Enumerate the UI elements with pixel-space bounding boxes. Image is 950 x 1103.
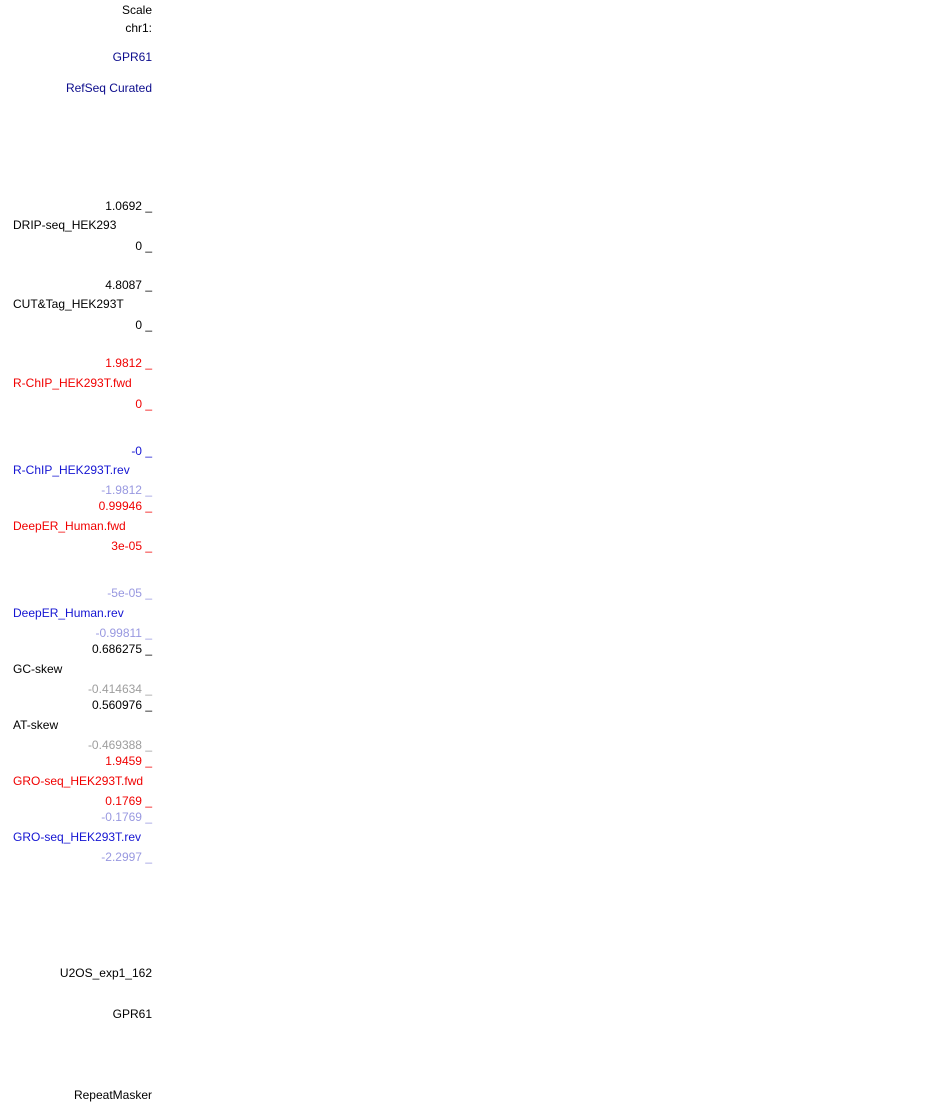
at-skew-max-value: 0.560976 _ [91,698,152,712]
gro-seq-fwd-max-value: 1.9459 _ [105,754,152,768]
gro-seq-fwd-min-value: 0.1769 _ [105,794,152,808]
track-name-at-skew[interactable]: AT-skew [13,718,59,732]
deeper-fwd-max-value: 0.99946 _ [98,499,152,513]
track-name-drip-seq[interactable]: DRIP-seq_HEK293 [13,218,117,232]
deeper-fwd-min-value: 3e-05 _ [111,539,152,553]
r-chip-fwd-min-value: 0 _ [135,397,152,411]
track-name-gro-seq-fwd[interactable]: GRO-seq_HEK293T.fwd [13,774,144,788]
refseq-curated-track-label[interactable]: RefSeq Curated [65,81,152,95]
repeatmasker-track-label[interactable]: RepeatMasker [73,1088,152,1102]
gene-label-gpr61-bottom[interactable]: GPR61 [112,1007,152,1021]
gro-seq-rev-max-value: -0.1769 _ [101,810,152,824]
at-skew-min-value: -0.469388 _ [87,738,152,752]
deeper-rev-max-value: -5e-05 _ [107,586,152,600]
track-name-cut-tag[interactable]: CUT&Tag_HEK293T [13,297,124,311]
chrom-position-label: chr1: [125,21,152,35]
r-chip-rev-max-value: -0 _ [131,444,152,458]
track-name-r-chip-fwd[interactable]: R-ChIP_HEK293T.fwd [13,376,132,390]
track-name-deeper-rev[interactable]: DeepER_Human.rev [13,606,124,620]
track-name-u2os[interactable]: U2OS_exp1_162 [59,966,152,980]
cut-tag-min-value: 0 _ [135,318,152,332]
cut-tag-max-value: 4.8087 _ [105,278,152,292]
r-chip-fwd-max-value: 1.9812 _ [105,356,152,370]
track-name-gro-seq-rev[interactable]: GRO-seq_HEK293T.rev [13,830,142,844]
gc-skew-max-value: 0.686275 _ [91,642,152,656]
scale-label: Scale [121,3,152,17]
gene-label-gpr61[interactable]: GPR61 [112,50,152,64]
drip-seq-min-value: 0 _ [135,239,152,253]
gro-seq-rev-min-value: -2.2997 _ [101,850,152,864]
deeper-rev-min-value: -0.99811 _ [95,626,153,640]
gc-skew-min-value: -0.414634 _ [87,682,152,696]
track-name-deeper-fwd[interactable]: DeepER_Human.fwd [13,519,126,533]
drip-seq-max-value: 1.0692 _ [105,199,152,213]
r-chip-rev-min-value: -1.9812 _ [101,483,152,497]
track-name-gc-skew[interactable]: GC-skew [13,662,63,676]
track-name-r-chip-rev[interactable]: R-ChIP_HEK293T.rev [13,463,130,477]
